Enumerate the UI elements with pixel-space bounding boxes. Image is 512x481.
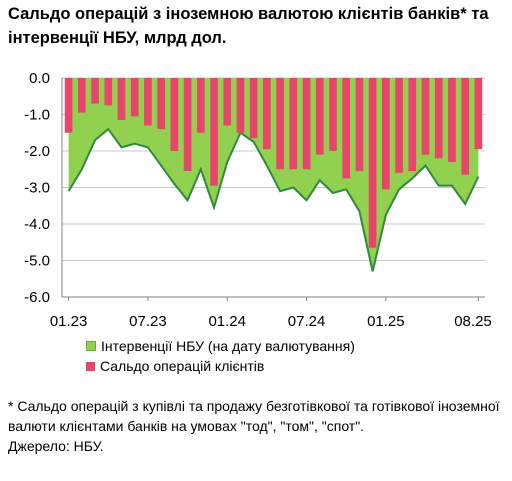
balance-bar	[130, 78, 139, 117]
legend-item-interventions: Інтервенції НБУ (на дату валютування)	[86, 336, 355, 356]
y-tick-label: -6.0	[24, 289, 50, 306]
chart-footnote: * Сальдо операцій з купівлі та продажу б…	[8, 396, 506, 456]
balance-bar	[144, 78, 152, 126]
balance-bar	[117, 78, 126, 120]
balance-bar	[342, 78, 351, 179]
x-tick-label: 07.23	[129, 313, 167, 330]
balance-bar	[368, 78, 377, 248]
legend-swatch-interventions	[86, 341, 96, 351]
source-note: Джерело: НБУ.	[8, 438, 104, 454]
balance-bar	[276, 78, 284, 170]
balance-bar	[421, 78, 430, 155]
balance-bar	[249, 78, 258, 139]
x-tick-label: 07.24	[288, 313, 326, 330]
x-tick-label: 08.25	[454, 313, 492, 330]
chart-title: Сальдо операцій з іноземною валютою кліє…	[8, 5, 489, 47]
balance-bar	[434, 78, 443, 159]
x-tick-label: 01.23	[50, 313, 88, 330]
balance-bar	[210, 78, 218, 186]
y-tick-label: -4.0	[24, 216, 50, 233]
legend-label-interventions: Інтервенції НБУ (на дату валютування)	[101, 338, 355, 354]
balance-bar	[170, 78, 179, 151]
balance-bar	[474, 78, 483, 150]
balance-bar	[196, 78, 205, 133]
y-tick-label: -3.0	[24, 180, 50, 197]
interventions-line	[67, 127, 480, 272]
balance-bar	[263, 78, 271, 150]
balance-bar	[448, 78, 456, 162]
balance-bar	[223, 78, 232, 126]
balance-bar	[302, 78, 311, 170]
y-tick-label: -2.0	[24, 143, 50, 160]
balance-bar	[382, 78, 390, 190]
y-tick-label: -5.0	[24, 253, 50, 270]
balance-bar	[329, 78, 337, 151]
footnote-text: * Сальдо операцій з купівлі та продажу б…	[8, 398, 500, 434]
balance-bar	[64, 78, 73, 133]
y-tick-label: 0.0	[29, 70, 50, 87]
balance-bar	[104, 78, 113, 106]
legend-item-balance: Сальдо операцій клієнтів	[86, 356, 355, 376]
y-tick-label: -1.0	[24, 107, 50, 124]
balance-bar	[157, 78, 165, 130]
balance-bar	[236, 78, 245, 133]
balance-bar	[289, 78, 298, 170]
balance-bar	[408, 78, 417, 172]
x-tick-label: 01.25	[367, 313, 405, 330]
balance-bar	[183, 78, 192, 172]
balance-bar	[461, 78, 470, 175]
balance-bar	[315, 78, 324, 155]
legend-swatch-balance	[86, 361, 95, 371]
legend-label-balance: Сальдо операцій клієнтів	[100, 358, 265, 374]
chart-legend: Інтервенції НБУ (на дату валютування) Са…	[86, 336, 355, 376]
balance-bar	[91, 78, 99, 104]
chart-plot: 0.0 -1.0 -2.0 -3.0 -4.0 -5.0 -6.001.23 07.23 01.…	[24, 70, 492, 330]
x-tick-label: 01.24	[208, 313, 246, 330]
balance-bar	[395, 78, 403, 173]
balance-bar	[355, 78, 364, 172]
balance-bar	[77, 78, 86, 113]
